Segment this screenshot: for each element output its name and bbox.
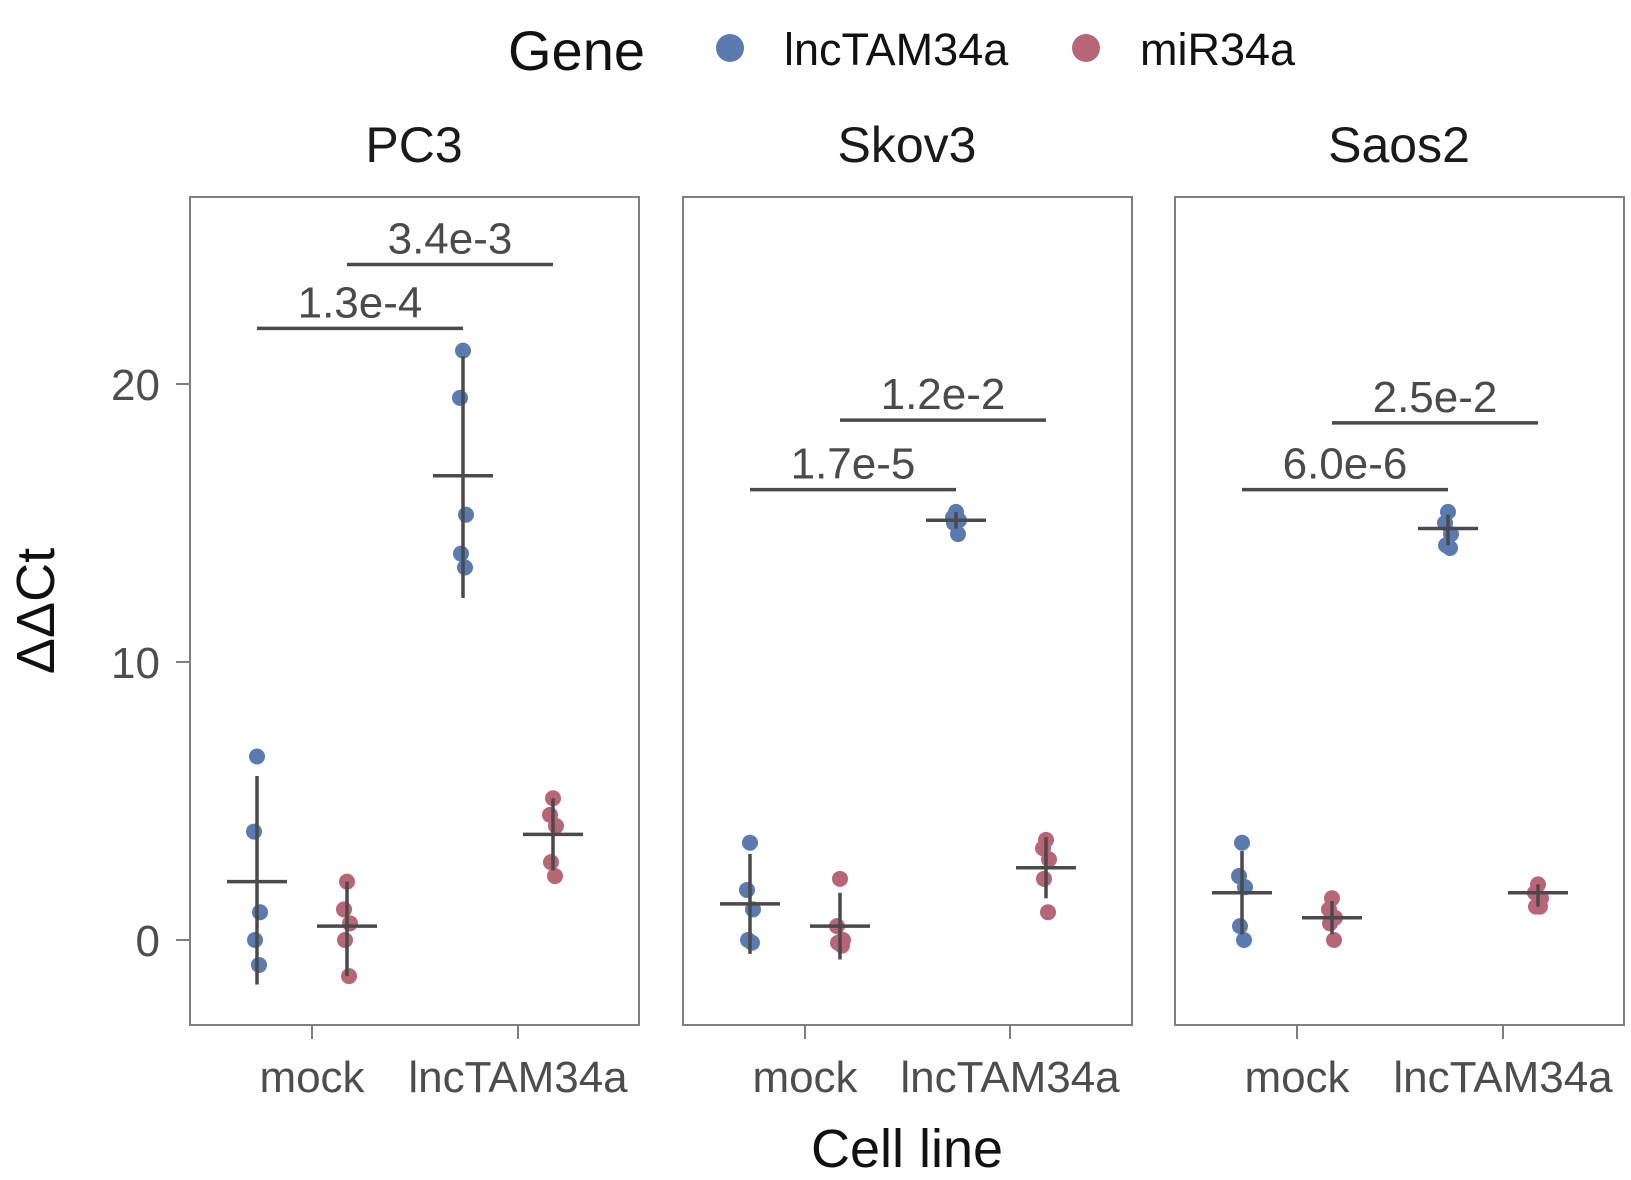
point-skov3-lncTAM34a-miR34a-3 [1036,870,1052,887]
panel-frame-pc3 [189,196,640,1026]
panel-frame-skov3 [682,196,1133,1026]
p-value-label-saos2-1: 2.5e-2 [1373,373,1498,422]
point-pc3-mock-miR34a-2 [342,915,358,932]
point-saos2-mock-lncTAM34a-3 [1232,918,1248,935]
point-pc3-lncTAM34a-miR34a-3 [543,854,559,871]
point-skov3-lncTAM34a-lncTAM34a-4 [950,526,966,543]
point-saos2-mock-lncTAM34a-0 [1234,834,1250,851]
point-pc3-mock-lncTAM34a-4 [251,957,267,974]
point-pc3-mock-miR34a-4 [341,968,357,985]
point-pc3-lncTAM34a-lncTAM34a-4 [457,559,473,576]
point-saos2-mock-miR34a-4 [1326,932,1342,948]
x-tick-label-saos2-mock: mock [1244,1053,1350,1102]
y-tick-label-20: 20 [111,361,160,410]
point-pc3-lncTAM34a-miR34a-2 [548,818,564,835]
point-pc3-mock-miR34a-3 [337,932,353,948]
point-skov3-mock-miR34a-4 [834,937,850,954]
p-value-label-pc3-0: 1.3e-4 [298,278,423,327]
x-tick-label-skov3-mock: mock [752,1053,858,1102]
point-pc3-lncTAM34a-miR34a-4 [547,868,563,885]
point-saos2-lncTAM34a-lncTAM34a-4 [1442,540,1458,557]
x-tick-label-pc3-mock: mock [259,1053,365,1102]
y-axis-title: ΔΔCt [6,548,66,674]
legend-title: Gene [508,19,645,82]
legend-label-miR34a: miR34a [1140,24,1296,75]
panel-title-pc3: PC3 [365,117,462,173]
p-value-label-skov3-1: 1.2e-2 [881,370,1006,419]
point-pc3-mock-lncTAM34a-0 [249,748,265,765]
p-value-label-pc3-1: 3.4e-3 [388,214,513,263]
point-skov3-mock-lncTAM34a-0 [742,834,758,851]
x-tick-label-skov3-lncTAM34a: lncTAM34a [900,1053,1120,1102]
point-pc3-lncTAM34a-lncTAM34a-1 [452,389,468,406]
point-saos2-mock-lncTAM34a-4 [1236,932,1252,948]
point-pc3-lncTAM34a-lncTAM34a-2 [458,506,474,523]
x-tick-label-pc3-lncTAM34a: lncTAM34a [408,1053,628,1102]
y-axis: 20 10 0 [111,361,190,966]
point-pc3-mock-lncTAM34a-1 [246,823,262,840]
x-axis-title: Cell line [811,1119,1003,1179]
point-saos2-lncTAM34a-miR34a-4 [1532,898,1548,915]
point-skov3-lncTAM34a-miR34a-2 [1041,851,1057,868]
data-marks: 1.3e-4 3.4e-3 1.7e-5 1.2e-2 6.0e-6 2.5e-2 [227,214,1568,985]
panel-title-skov3: Skov3 [838,117,977,173]
panel-title-saos2: Saos2 [1328,117,1470,173]
legend: Gene lncTAM34a miR34a [508,19,1296,82]
p-value-label-saos2-0: 6.0e-6 [1283,440,1408,489]
legend-key-miR34a [1072,34,1100,62]
panel-frame-saos2 [1174,196,1625,1026]
point-pc3-lncTAM34a-lncTAM34a-3 [453,545,469,562]
x-axis: mock lncTAM34a mock lncTAM34a mock lncTA… [259,1025,1613,1102]
point-pc3-mock-miR34a-1 [336,901,352,918]
legend-key-lncTAM34a [716,34,744,62]
legend-label-lncTAM34a: lncTAM34a [784,24,1009,75]
point-skov3-mock-miR34a-0 [832,870,848,887]
point-pc3-lncTAM34a-lncTAM34a-0 [455,342,471,359]
y-tick-label-10: 10 [111,639,160,688]
point-pc3-mock-lncTAM34a-2 [252,904,268,921]
point-skov3-mock-lncTAM34a-4 [744,934,760,951]
point-skov3-mock-lncTAM34a-1 [739,881,755,898]
p-value-label-skov3-0: 1.7e-5 [791,440,916,489]
point-skov3-lncTAM34a-miR34a-4 [1040,904,1056,921]
point-pc3-mock-lncTAM34a-3 [247,932,263,948]
x-tick-label-saos2-lncTAM34a: lncTAM34a [1393,1053,1613,1102]
y-tick-label-0: 0 [136,917,160,966]
